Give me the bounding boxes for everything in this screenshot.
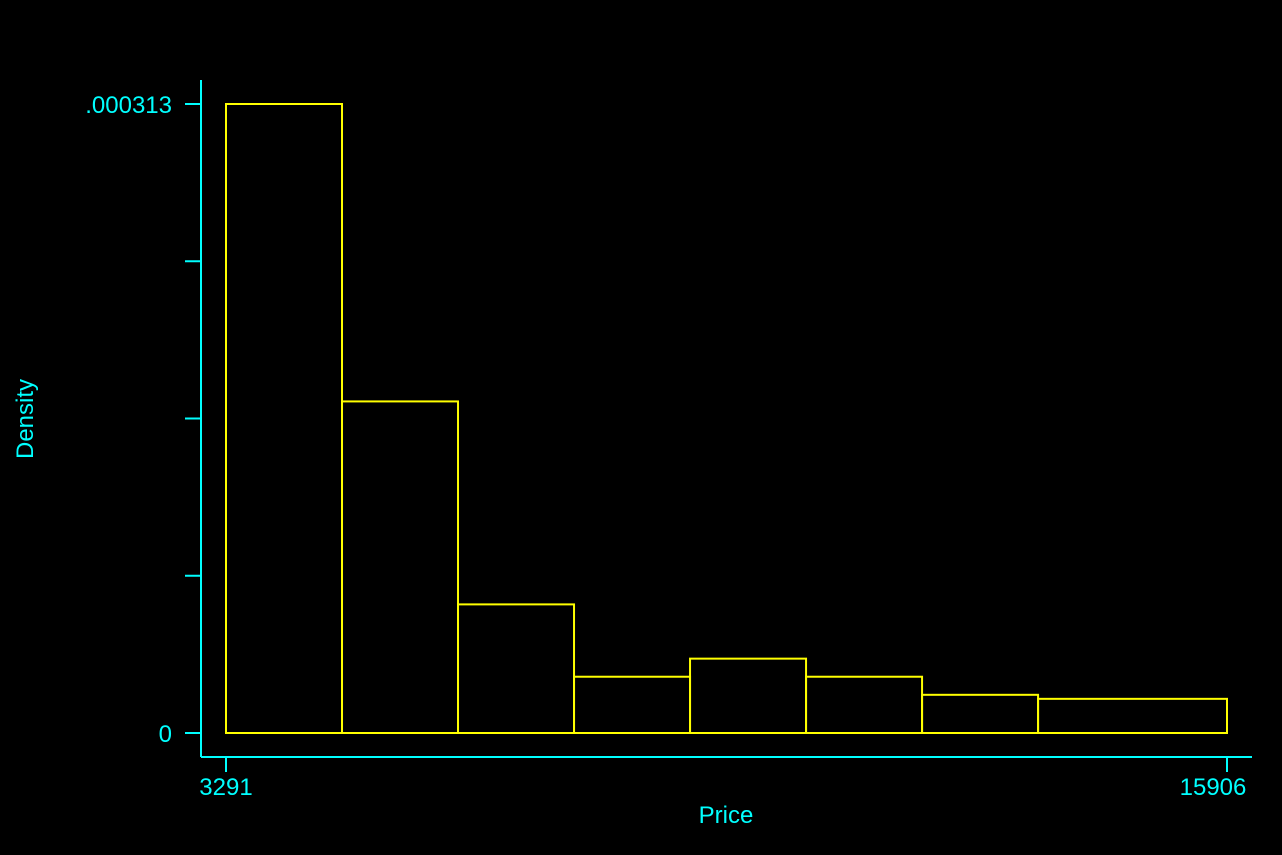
x-tick-label-left: 3291 (199, 774, 252, 801)
histogram-bar-8 (1037, 697, 1229, 734)
y-ticks-group (185, 103, 201, 734)
x-tick-label-right: 15906 (1180, 774, 1247, 801)
histogram-bar-2 (341, 400, 460, 734)
histogram-bar-3 (457, 603, 576, 735)
y-tick-label-top: .000313 (85, 92, 172, 119)
x-ticks-group (225, 757, 1228, 772)
bars-group (225, 103, 1229, 735)
x-axis-title: Price (699, 802, 754, 829)
y-axis-title: Density (12, 379, 39, 459)
y-tick-label-bottom: 0 (159, 721, 172, 748)
